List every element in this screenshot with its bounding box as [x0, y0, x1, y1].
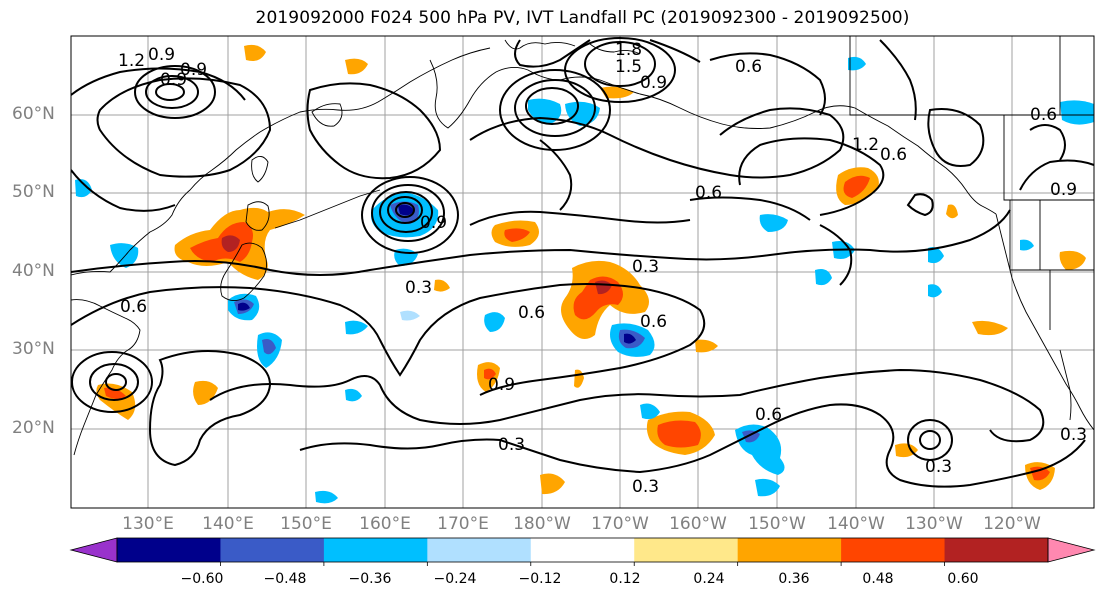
lon-label: 150°E	[280, 514, 332, 534]
contour-label: 0.6	[755, 405, 782, 425]
lon-label: 170°W	[591, 514, 649, 534]
contour-label: 0.9	[180, 60, 207, 80]
contour-label: 1.8	[615, 40, 642, 60]
lon-label: 160°W	[669, 514, 727, 534]
contour-label: 0.3	[1060, 425, 1087, 445]
contour-label: 0.6	[518, 303, 545, 323]
lon-label: 130°W	[905, 514, 963, 534]
lon-label: 170°E	[437, 514, 489, 534]
colorbar-swatch	[634, 538, 739, 562]
lon-label: 180°W	[513, 514, 571, 534]
colorbar-tick-label: −0.48	[263, 571, 307, 587]
colorbar-swatch	[944, 538, 1049, 562]
colorbar-tick-label: 0.60	[947, 571, 979, 587]
contour-label: 1.2	[852, 135, 879, 155]
contour-label: 0.3	[632, 257, 659, 277]
contour-label: 0.6	[880, 145, 907, 165]
colorbar-extend-min	[69, 537, 118, 563]
colorbar-tick-label: −0.12	[518, 571, 562, 587]
contour-label: 0.9	[640, 73, 667, 93]
colorbar-swatch	[117, 538, 221, 562]
lat-label: 50°N	[12, 182, 55, 202]
contour-label: 0.9	[488, 375, 515, 395]
contour-label: 0.3	[925, 457, 952, 477]
colorbar-swatch	[737, 538, 842, 562]
colorbar-swatch	[841, 538, 946, 562]
map-frame	[70, 35, 1095, 509]
lon-label: 130°E	[122, 514, 174, 534]
colorbar-tick-label: −0.24	[433, 571, 477, 587]
lon-label: 160°E	[359, 514, 411, 534]
lon-label: 120°W	[983, 514, 1041, 534]
contour-label: 0.6	[120, 297, 147, 317]
contour-label: 0.9	[160, 70, 187, 90]
colorbar	[69, 537, 1096, 566]
lon-label: 150°W	[748, 514, 806, 534]
colorbar-tick-label: −0.60	[180, 571, 224, 587]
lon-label: 140°W	[827, 514, 885, 534]
contour-label: 0.3	[632, 477, 659, 497]
map-title: 2019092000 F024 500 hPa PV, IVT Landfall…	[255, 8, 910, 28]
colorbar-swatch	[220, 538, 325, 562]
contour-label: 0.9	[148, 45, 175, 65]
contour-label: 0.3	[405, 278, 432, 298]
colorbar-tick-label: 0.36	[778, 571, 810, 587]
coastlines	[71, 36, 1094, 456]
strong-pv-centers	[71, 37, 953, 461]
colorbar-tick-label: 0.12	[609, 571, 641, 587]
contour-label: 0.9	[1050, 180, 1077, 200]
colorbar-extend-max	[1047, 537, 1096, 563]
colorbar-outline	[116, 537, 1049, 563]
contour-labels: 1.2 0.9 1.81.5 0.60.90.6 0.91.20.90.60.60.90…	[118, 40, 1087, 497]
pv-contours	[71, 39, 1094, 488]
contour-label: 0.6	[640, 312, 667, 332]
colorbar-swatch	[427, 538, 532, 562]
colorbar-tick-label: −0.36	[348, 571, 392, 587]
colorbar-tick-label: 0.48	[862, 571, 894, 587]
colorbar-tick-label: 0.24	[693, 571, 725, 587]
lat-label: 60°N	[12, 104, 55, 124]
colorbar-swatch	[530, 538, 635, 562]
lat-label: 20°N	[12, 418, 55, 438]
lat-label: 30°N	[12, 339, 55, 359]
contour-label: 0.6	[695, 183, 722, 203]
contour-label: 0.9	[420, 213, 447, 233]
contour-label: 1.5	[615, 57, 642, 77]
colorbar-swatch	[323, 538, 428, 562]
contour-label: 0.3	[498, 435, 525, 455]
contour-label: 1.2	[118, 51, 145, 71]
lon-label: 140°E	[202, 514, 254, 534]
contour-label: 0.6	[1030, 105, 1057, 125]
lat-label: 40°N	[12, 261, 55, 281]
contour-label: 0.6	[735, 57, 762, 77]
